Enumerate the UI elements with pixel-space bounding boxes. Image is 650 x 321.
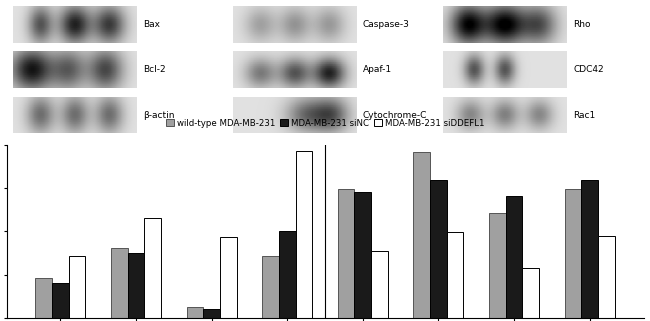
Bar (523, 268, 539, 318)
Bar (52, 283, 69, 318)
Bar (598, 236, 614, 318)
Bar (279, 231, 296, 318)
Text: CDC42: CDC42 (573, 65, 604, 74)
Bar (354, 192, 371, 318)
Bar (127, 253, 144, 318)
Bar (489, 213, 506, 318)
Bar (144, 218, 161, 318)
Text: Rho: Rho (573, 20, 591, 29)
Bar (262, 256, 279, 318)
Bar (187, 307, 203, 318)
Bar (565, 189, 581, 318)
Bar (220, 237, 237, 318)
Bar (69, 256, 85, 318)
Bar (338, 189, 354, 318)
Text: Apaf-1: Apaf-1 (363, 65, 392, 74)
Bar (581, 180, 598, 318)
Bar (447, 232, 463, 318)
Text: β-actin: β-actin (143, 110, 175, 119)
Legend: wild-type MDA-MB-231, MDA-MB-231 siNC, MDA-MB-231 siDDEFL1: wild-type MDA-MB-231, MDA-MB-231 siNC, M… (165, 118, 485, 129)
Text: Cytochrome-C: Cytochrome-C (363, 110, 427, 119)
Bar (296, 151, 312, 318)
Bar (371, 251, 388, 318)
Bar (36, 278, 52, 318)
Text: Rac1: Rac1 (573, 110, 595, 119)
Bar (430, 180, 447, 318)
Text: Bax: Bax (143, 20, 160, 29)
Bar (413, 152, 430, 318)
Bar (506, 195, 523, 318)
Bar (111, 247, 127, 318)
Bar (203, 309, 220, 318)
Text: Bcl-2: Bcl-2 (143, 65, 166, 74)
Text: Caspase-3: Caspase-3 (363, 20, 410, 29)
